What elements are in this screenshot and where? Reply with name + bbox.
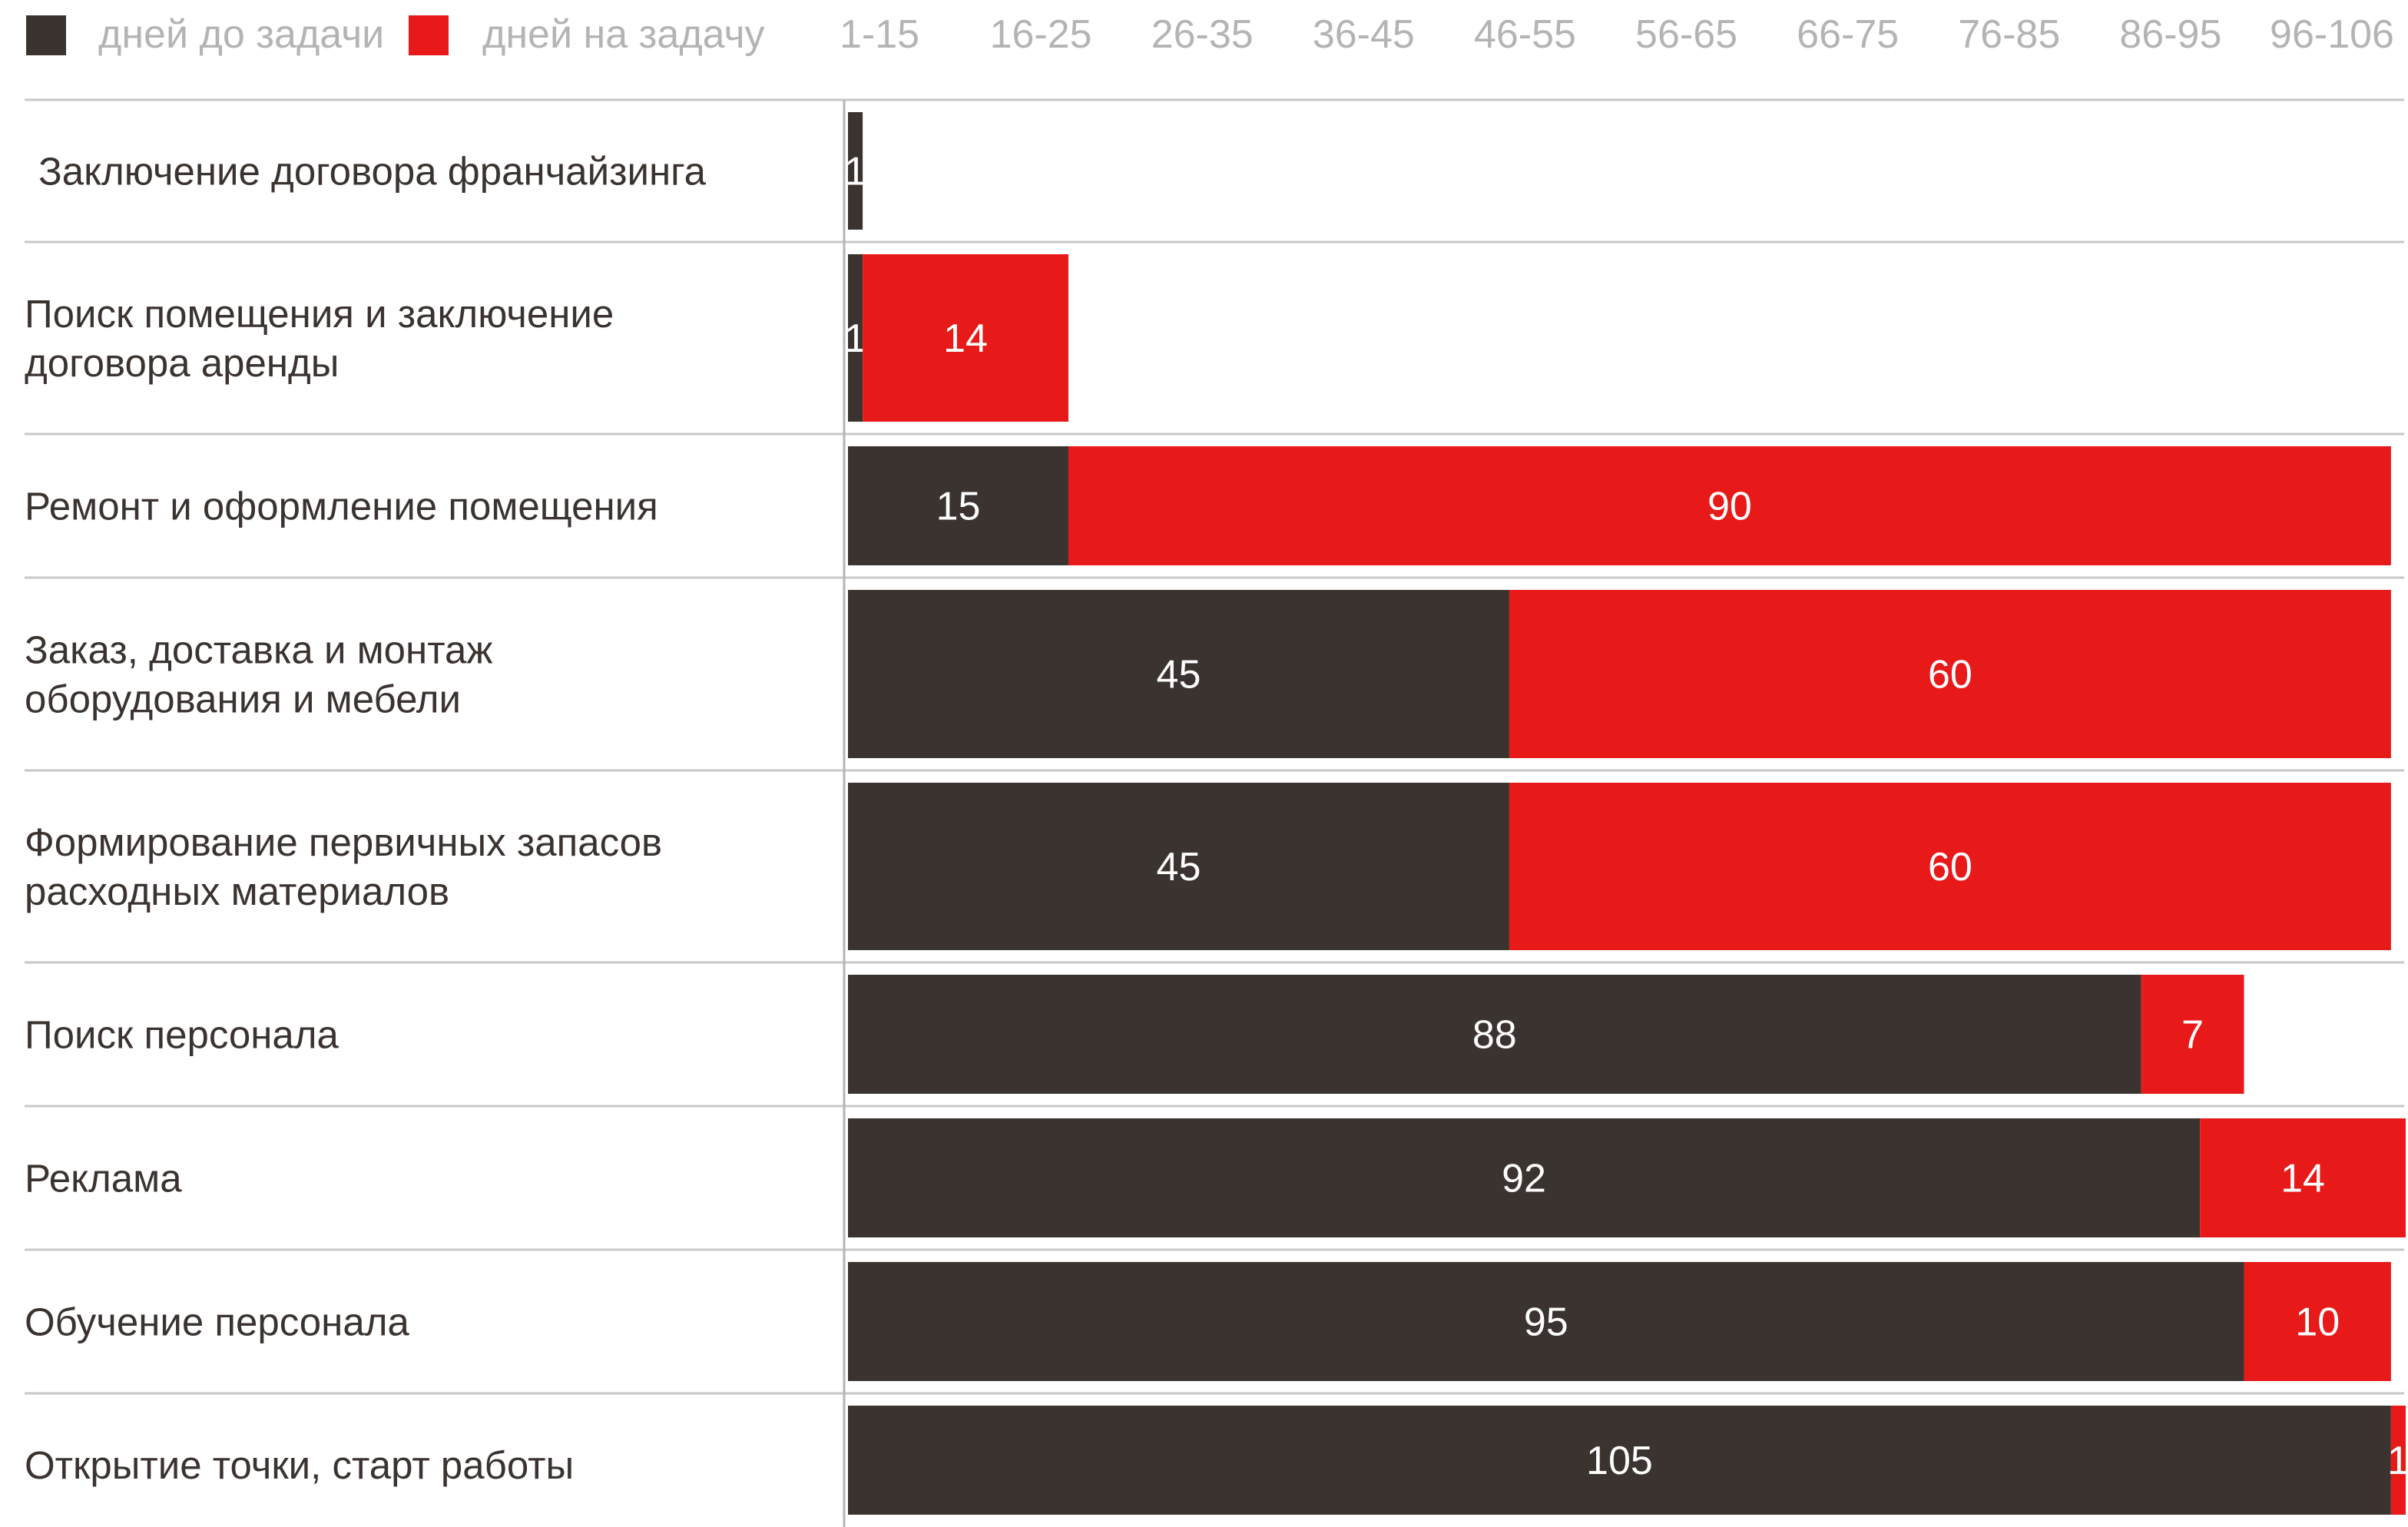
bar-days-duration <box>2390 1406 2406 1515</box>
bar-days-before <box>848 1118 2201 1237</box>
x-tick-label: 86-95 <box>2119 12 2221 57</box>
task-label: Заключение договора франчайзинга <box>38 150 707 194</box>
bar-days-duration <box>2141 975 2244 1094</box>
legend-label-duration: дней на задачу <box>482 12 765 57</box>
x-tick-label: 46-55 <box>1474 12 1576 57</box>
bar-value-label: 95 <box>1524 1300 1568 1345</box>
task-row: Заказ, доставка и монтаж оборудования и м… <box>25 590 2391 758</box>
legend-label-before: дней до задачи <box>98 12 384 57</box>
bar-days-before <box>848 446 1068 565</box>
task-row: Заключение договора франчайзинга 1 <box>38 112 866 230</box>
bar-days-duration <box>1068 446 2391 565</box>
bar-value-label: 1 <box>844 150 866 194</box>
row-dividers <box>25 98 2404 1527</box>
legend: дней до задачи дней на задачу <box>26 12 765 57</box>
bar-days-duration <box>2200 1118 2406 1237</box>
x-tick-label: 66-75 <box>1797 12 1899 57</box>
bar-value-label: 45 <box>1157 845 1201 889</box>
task-label: Поиск помещения и заключение договора аре… <box>25 292 614 385</box>
task-row: Обучение персонала 95 10 <box>25 1262 2391 1381</box>
task-row: Открытие точки, старт работы 105 1 <box>25 1406 2408 1515</box>
bar-value-label: 92 <box>1502 1157 1546 1201</box>
bar-value-label: 60 <box>1928 653 1972 697</box>
x-tick-label: 96-106 <box>2270 12 2394 57</box>
task-label: Реклама <box>25 1157 182 1201</box>
bar-days-duration <box>1509 590 2391 758</box>
task-label: Ремонт и оформление помещения <box>25 485 658 528</box>
x-axis-ticks: 1-15 16-25 26-35 36-45 46-55 56-65 66-75 76-85 8… <box>840 12 2394 57</box>
task-label: Открытие точки, старт работы <box>25 1443 574 1487</box>
legend-swatch-before <box>26 15 66 55</box>
bar-days-duration <box>2244 1262 2391 1381</box>
bar-value-label: 90 <box>1707 485 1752 529</box>
task-row: Ремонт и оформление помещения 15 90 <box>25 446 2391 565</box>
bar-value-label: 105 <box>1586 1439 1653 1483</box>
bar-value-label: 45 <box>1157 653 1201 697</box>
x-tick-label: 1-15 <box>840 12 919 57</box>
task-label: Формирование первичных запасов расходных … <box>25 820 662 913</box>
bar-value-label: 88 <box>1472 1013 1517 1058</box>
x-tick-label: 76-85 <box>1958 12 2060 57</box>
x-tick-label: 56-65 <box>1635 12 1737 57</box>
task-rows: Заключение договора франчайзинга 1 Поиск п… <box>25 112 2408 1515</box>
bar-value-label: 1 <box>2387 1439 2408 1483</box>
bar-days-before <box>848 590 1509 758</box>
x-tick-label: 16-25 <box>990 12 1092 57</box>
bar-days-duration <box>1509 783 2391 950</box>
task-label: Заказ, доставка и монтаж оборудования и м… <box>25 628 492 721</box>
task-row: Реклама 92 14 <box>25 1118 2406 1237</box>
legend-swatch-duration <box>409 15 449 55</box>
bar-value-label: 60 <box>1928 845 1972 889</box>
bar-value-label: 14 <box>2280 1157 2325 1201</box>
bar-days-before <box>848 254 863 422</box>
bar-days-before <box>848 975 2141 1094</box>
task-label: Поиск персонала <box>25 1013 340 1057</box>
bar-value-label: 7 <box>2181 1013 2204 1058</box>
bar-days-before <box>848 112 863 230</box>
bar-days-before <box>848 1262 2244 1381</box>
bar-days-duration <box>863 254 1068 422</box>
x-tick-label: 36-45 <box>1313 12 1415 57</box>
x-tick-label: 26-35 <box>1151 12 1254 57</box>
bar-value-label: 14 <box>943 316 988 361</box>
task-row: Поиск помещения и заключение договора аре… <box>25 254 1068 422</box>
bar-value-label: 15 <box>936 485 981 529</box>
bar-value-label: 10 <box>2295 1300 2340 1345</box>
task-row: Поиск персонала 88 7 <box>25 975 2244 1094</box>
task-label: Обучение персонала <box>25 1300 409 1344</box>
bar-days-before <box>848 1406 2391 1515</box>
task-row: Формирование первичных запасов расходных … <box>25 783 2391 950</box>
bar-days-before <box>848 783 1509 950</box>
